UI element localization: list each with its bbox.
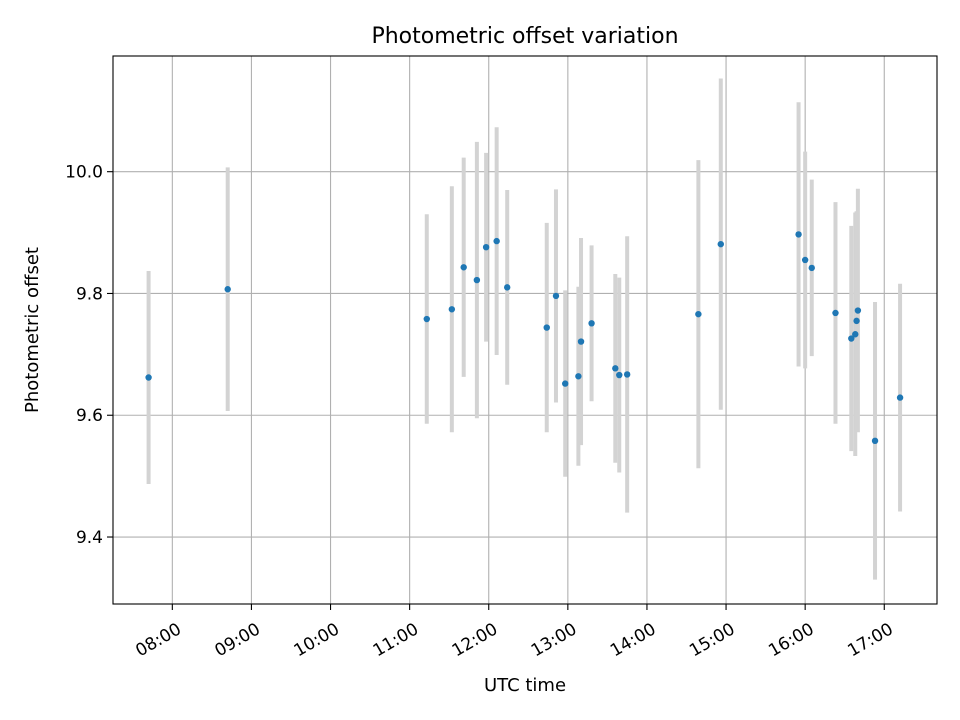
data-points — [145, 231, 904, 445]
chart-title: Photometric offset variation — [371, 24, 678, 49]
data-point — [588, 320, 595, 327]
data-point — [423, 315, 430, 323]
y-tick-label: 9.8 — [76, 284, 103, 304]
data-point — [871, 437, 879, 445]
plot-frame — [112, 55, 938, 605]
y-axis-ticks: 9.4 9.6 9.8 10.0 — [65, 163, 113, 548]
data-point — [808, 264, 815, 272]
data-point — [616, 371, 623, 379]
y-tick-label: 9.4 — [76, 528, 103, 548]
data-point — [504, 284, 511, 291]
data-point — [853, 317, 860, 325]
data-point — [482, 243, 490, 251]
data-point — [848, 335, 855, 342]
x-axis-label: UTC time — [484, 675, 566, 696]
data-point — [896, 394, 904, 401]
data-point — [832, 309, 839, 317]
data-point — [543, 324, 550, 331]
data-point — [473, 276, 481, 284]
data-point — [552, 292, 560, 300]
data-point — [623, 371, 631, 378]
y-tick-label: 9.6 — [76, 406, 103, 426]
data-point — [224, 286, 231, 293]
data-point — [695, 310, 702, 318]
data-point — [854, 307, 862, 314]
data-point — [448, 306, 456, 313]
data-point — [612, 365, 619, 372]
y-axis-label: Photometric offset — [22, 247, 43, 413]
data-point — [562, 380, 569, 387]
data-point — [717, 240, 724, 248]
data-point — [575, 373, 582, 380]
y-tick-label: 10.0 — [65, 163, 103, 183]
data-point — [795, 231, 802, 238]
data-point — [852, 331, 859, 338]
data-point — [145, 374, 152, 381]
data-point — [801, 256, 809, 264]
data-point — [577, 338, 585, 345]
data-point — [493, 237, 500, 245]
data-point — [460, 264, 467, 271]
